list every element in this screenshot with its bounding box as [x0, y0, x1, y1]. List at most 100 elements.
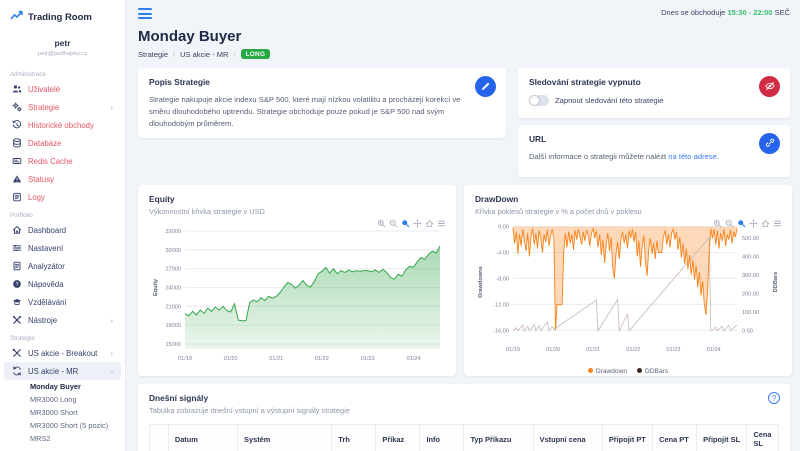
equity-chart-subtitle: Výkonnostní křivka strategie v USD	[149, 207, 265, 216]
sidebar-item-label: Logy	[28, 192, 45, 202]
legend-item-ddbars[interactable]: DDBars	[637, 368, 668, 375]
svg-text:01/19: 01/19	[506, 347, 520, 353]
signals-subtitle: Tabulka zobrazuje dnešní vstupní a výstu…	[149, 406, 350, 415]
sidebar-subitem-mr3000-short[interactable]: MR3000 Short	[30, 408, 78, 417]
trading-hours-value: 15:30 - 22:00	[727, 8, 773, 17]
svg-text:30000: 30000	[165, 248, 181, 254]
user-email: petr@podhajsky.cz	[38, 51, 87, 57]
svg-text:01/22: 01/22	[626, 347, 640, 353]
strategy-description-title: Popis Strategie	[149, 77, 210, 87]
url-button[interactable]	[759, 133, 780, 154]
column-header-Připojit PT: Připojit PT	[601, 424, 654, 451]
sidebar-subitem-monday-buyer[interactable]: Monday Buyer	[30, 382, 81, 391]
column-header-Typ Příkazu: Typ Příkazu	[463, 424, 534, 451]
sidebar-subitem-mr3000-long[interactable]: MR3000 Long	[30, 395, 77, 404]
zoom-select-icon[interactable]	[737, 219, 746, 228]
drawdown-chart-subtitle: Křivka poklesů strategie v % a počet dnů…	[475, 207, 642, 216]
url-link[interactable]: na této adrese	[668, 152, 717, 161]
main-content: Dnes se obchoduje 15:30 - 22:00 SEČ Mond…	[126, 0, 800, 451]
sidebar-item-label: Historické obchody	[28, 120, 94, 130]
column-header-index	[149, 424, 169, 451]
tracking-toggle[interactable]	[529, 95, 549, 106]
sidebar-item-statusy[interactable]: Statusy	[4, 170, 121, 188]
breakout-icon	[12, 348, 22, 358]
svg-text:-8.00: -8.00	[496, 276, 509, 282]
zoom-out-icon[interactable]	[389, 219, 398, 228]
sidebar-item-n-pov-da[interactable]: ? Nápověda	[4, 275, 121, 293]
history-icon	[12, 120, 22, 130]
sidebar-item-analyz-tor[interactable]: Analyzátor	[4, 257, 121, 275]
sidebar-item-label: Nápověda	[28, 279, 64, 289]
svg-text:?: ?	[15, 282, 18, 288]
hamburger-menu-icon[interactable]	[138, 8, 152, 22]
sidebar-subitem-mrs2[interactable]: MRS2	[30, 434, 51, 443]
zoom-out-icon[interactable]	[725, 219, 734, 228]
svg-text:-16.00: -16.00	[493, 328, 509, 334]
svg-text:01/23: 01/23	[361, 356, 375, 362]
breadcrumb-strategie[interactable]: Strategie	[138, 49, 169, 59]
breadcrumb-separator: /	[233, 49, 236, 59]
sidebar-subitem-mr3000-short-5-pozic-[interactable]: MR3000 Short (5 pozic)	[30, 421, 109, 430]
sidebar-item-historick-obchody[interactable]: Historické obchody	[4, 116, 121, 134]
menu-icon[interactable]	[437, 219, 446, 228]
svg-text:0.00: 0.00	[742, 329, 753, 335]
sidebar-item-nastaven-[interactable]: Nastavení	[4, 239, 121, 257]
svg-text:-4.00: -4.00	[496, 251, 509, 257]
sidebar-item-us-akcie-mr[interactable]: US akcie - MR ›	[4, 362, 121, 380]
database-icon	[12, 138, 22, 148]
reset-home-icon[interactable]	[761, 219, 770, 228]
equity-chart[interactable]: 15000 18000 21000 24000 27000 30000 33000 01/19…	[149, 216, 445, 373]
zoom-select-icon[interactable]	[401, 219, 410, 228]
zoom-in-icon[interactable]	[377, 219, 386, 228]
svg-text:24000: 24000	[165, 286, 181, 292]
gears-icon	[12, 102, 22, 112]
svg-text:18000: 18000	[165, 323, 181, 329]
home-icon	[12, 225, 22, 235]
user-block: petr petr@podhajsky.cz	[0, 38, 125, 57]
cache-icon	[12, 156, 22, 166]
svg-text:01/24: 01/24	[407, 356, 421, 362]
breadcrumb: Strategie / US akcie - MR / LONG	[138, 49, 790, 59]
sidebar-item-label: Nástroje	[28, 315, 58, 325]
sidebar-item-strategie[interactable]: Strategie ›	[4, 98, 121, 116]
analyzer-icon	[12, 261, 22, 271]
svg-text:300.00: 300.00	[742, 273, 759, 279]
sidebar-item-label: Redis Cache	[28, 156, 73, 166]
tracking-off-button[interactable]	[759, 76, 780, 97]
pan-icon[interactable]	[749, 219, 758, 228]
sidebar-item-redis-cache[interactable]: Redis Cache	[4, 152, 121, 170]
app-title: Trading Room	[28, 11, 92, 23]
sidebar-item-logy[interactable]: Logy	[4, 188, 121, 206]
breadcrumb-us-akcie-mr[interactable]: US akcie - MR	[180, 49, 229, 59]
nav-section-title: Strategie	[10, 335, 35, 342]
sidebar-item-datab-ze[interactable]: Databáze	[4, 134, 121, 152]
menu-icon[interactable]	[773, 219, 782, 228]
sidebar-item-dashboard[interactable]: Dashboard	[4, 221, 121, 239]
chevron-right-icon: ›	[110, 348, 114, 358]
svg-text:01/19: 01/19	[178, 356, 192, 362]
sidebar-item-vzd-l-v-n-[interactable]: Vzdělávání	[4, 293, 121, 311]
long-badge: LONG	[240, 49, 271, 59]
app-logo[interactable]: Trading Room	[0, 8, 125, 26]
sidebar-item-us-akcie-breakout[interactable]: US akcie - Breakout ›	[4, 344, 121, 362]
sync-icon	[12, 366, 22, 376]
sidebar-item-u-ivatel-[interactable]: Uživatelé	[4, 80, 121, 98]
legend-dot	[637, 368, 643, 373]
column-header-Vstupní cena: Vstupní cena	[532, 424, 603, 451]
reset-home-icon[interactable]	[425, 219, 434, 228]
sidebar-item-label: Databáze	[28, 138, 62, 148]
sidebar-item-n-stroje[interactable]: Nástroje ›	[4, 311, 121, 329]
legend-item-drawdown[interactable]: Drawdown	[587, 368, 627, 375]
drawdown-chart[interactable]: 0.00 -4.00 -8.00 -12.00 -16.00 01/19 01/20 01/2…	[475, 216, 781, 367]
chevron-right-icon: ›	[110, 315, 114, 325]
zoom-in-icon[interactable]	[713, 219, 722, 228]
svg-text:DDBars: DDBars	[773, 272, 779, 293]
link-icon	[765, 136, 775, 151]
edit-description-button[interactable]	[475, 76, 496, 97]
topbar: Dnes se obchoduje 15:30 - 22:00 SEČ	[138, 8, 790, 24]
drawdown-chart-toolbar	[713, 219, 782, 228]
tracking-title: Sledování strategie vypnuto	[529, 77, 641, 87]
pan-icon[interactable]	[413, 219, 422, 228]
signals-table: Datum Systém Trh Příkaz Info Typ Příkazu Vstup…	[149, 424, 779, 451]
help-icon[interactable]: ?	[768, 392, 780, 404]
